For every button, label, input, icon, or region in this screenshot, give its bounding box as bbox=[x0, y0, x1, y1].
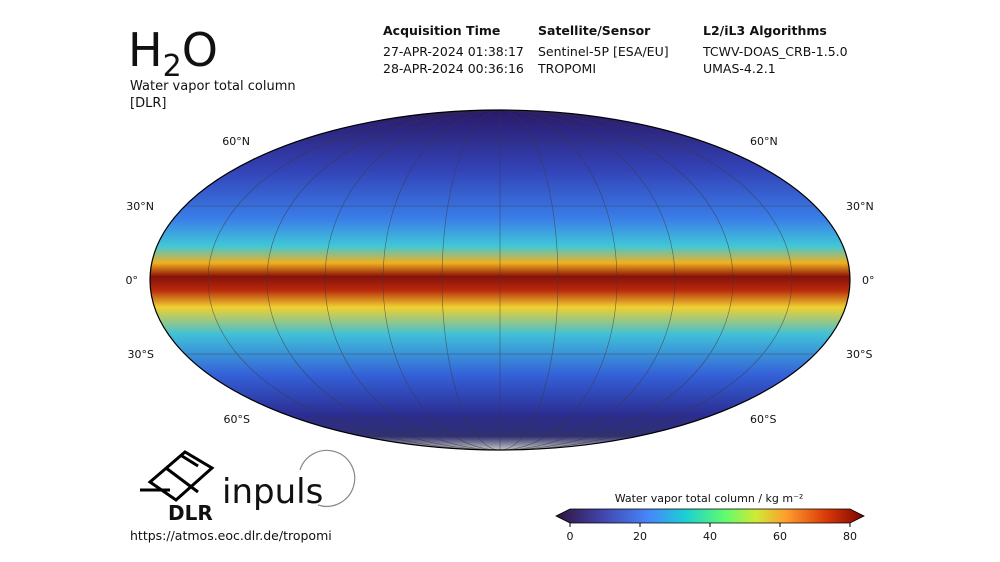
subtitle: [DLR] bbox=[130, 96, 166, 111]
colorbar-tick-label: 60 bbox=[773, 530, 787, 543]
latitude-label: 60°N bbox=[222, 135, 250, 148]
colorbar-tick-label: 20 bbox=[633, 530, 647, 543]
latitude-labels: 60°N 60°N 30°N 30°N 0° 0° 30°S 30°S 60°S 60°S bbox=[126, 135, 875, 426]
info-heading: Satellite/Sensor bbox=[538, 23, 651, 38]
colorbar: Water vapor total column / kg m⁻² 0 20 40 6… bbox=[555, 492, 865, 543]
latitude-label: 60°S bbox=[224, 413, 250, 426]
latitude-label: 60°N bbox=[750, 135, 778, 148]
info-line: UMAS-4.2.1 bbox=[703, 61, 776, 76]
latitude-label: 60°S bbox=[750, 413, 776, 426]
latitude-label: 30°S bbox=[128, 348, 154, 361]
url: https://atmos.eoc.dlr.de/tropomi bbox=[130, 528, 332, 543]
subtitle: Water vapor total column bbox=[130, 79, 296, 94]
info-line: 28-APR-2024 00:36:16 bbox=[383, 61, 524, 76]
latitude-label: 0° bbox=[862, 274, 875, 287]
latitude-label: 0° bbox=[126, 274, 139, 287]
colorbar-tick-label: 80 bbox=[843, 530, 857, 543]
info: Acquisition Time 27-APR-2024 01:38:17 28-A… bbox=[383, 23, 848, 76]
latitude-label: 30°N bbox=[126, 200, 154, 213]
info-line: 27-APR-2024 01:38:17 bbox=[383, 44, 524, 59]
info-heading: Acquisition Time bbox=[383, 23, 500, 38]
info-line: Sentinel-5P [ESA/EU] bbox=[538, 44, 669, 59]
partner-arc bbox=[299, 449, 356, 507]
dlr-text: DLR bbox=[168, 501, 213, 525]
graticule bbox=[150, 110, 850, 450]
colorbar-label: Water vapor total column / kg m⁻² bbox=[615, 492, 804, 505]
info-heading: L2/iL3 Algorithms bbox=[703, 23, 827, 38]
info-line: TROPOMI bbox=[537, 61, 596, 76]
latitude-label: 30°S bbox=[846, 348, 872, 361]
colorbar-tick-label: 0 bbox=[567, 530, 574, 543]
latitude-label: 30°N bbox=[846, 200, 874, 213]
title: H2O bbox=[128, 23, 218, 84]
partner-logo: inpuls bbox=[222, 472, 323, 512]
info-line: TCWV-DOAS_CRB-1.5.0 bbox=[702, 44, 848, 59]
dlr-logo bbox=[140, 450, 215, 502]
map bbox=[149, 109, 851, 451]
colorbar-tick-label: 40 bbox=[703, 530, 717, 543]
